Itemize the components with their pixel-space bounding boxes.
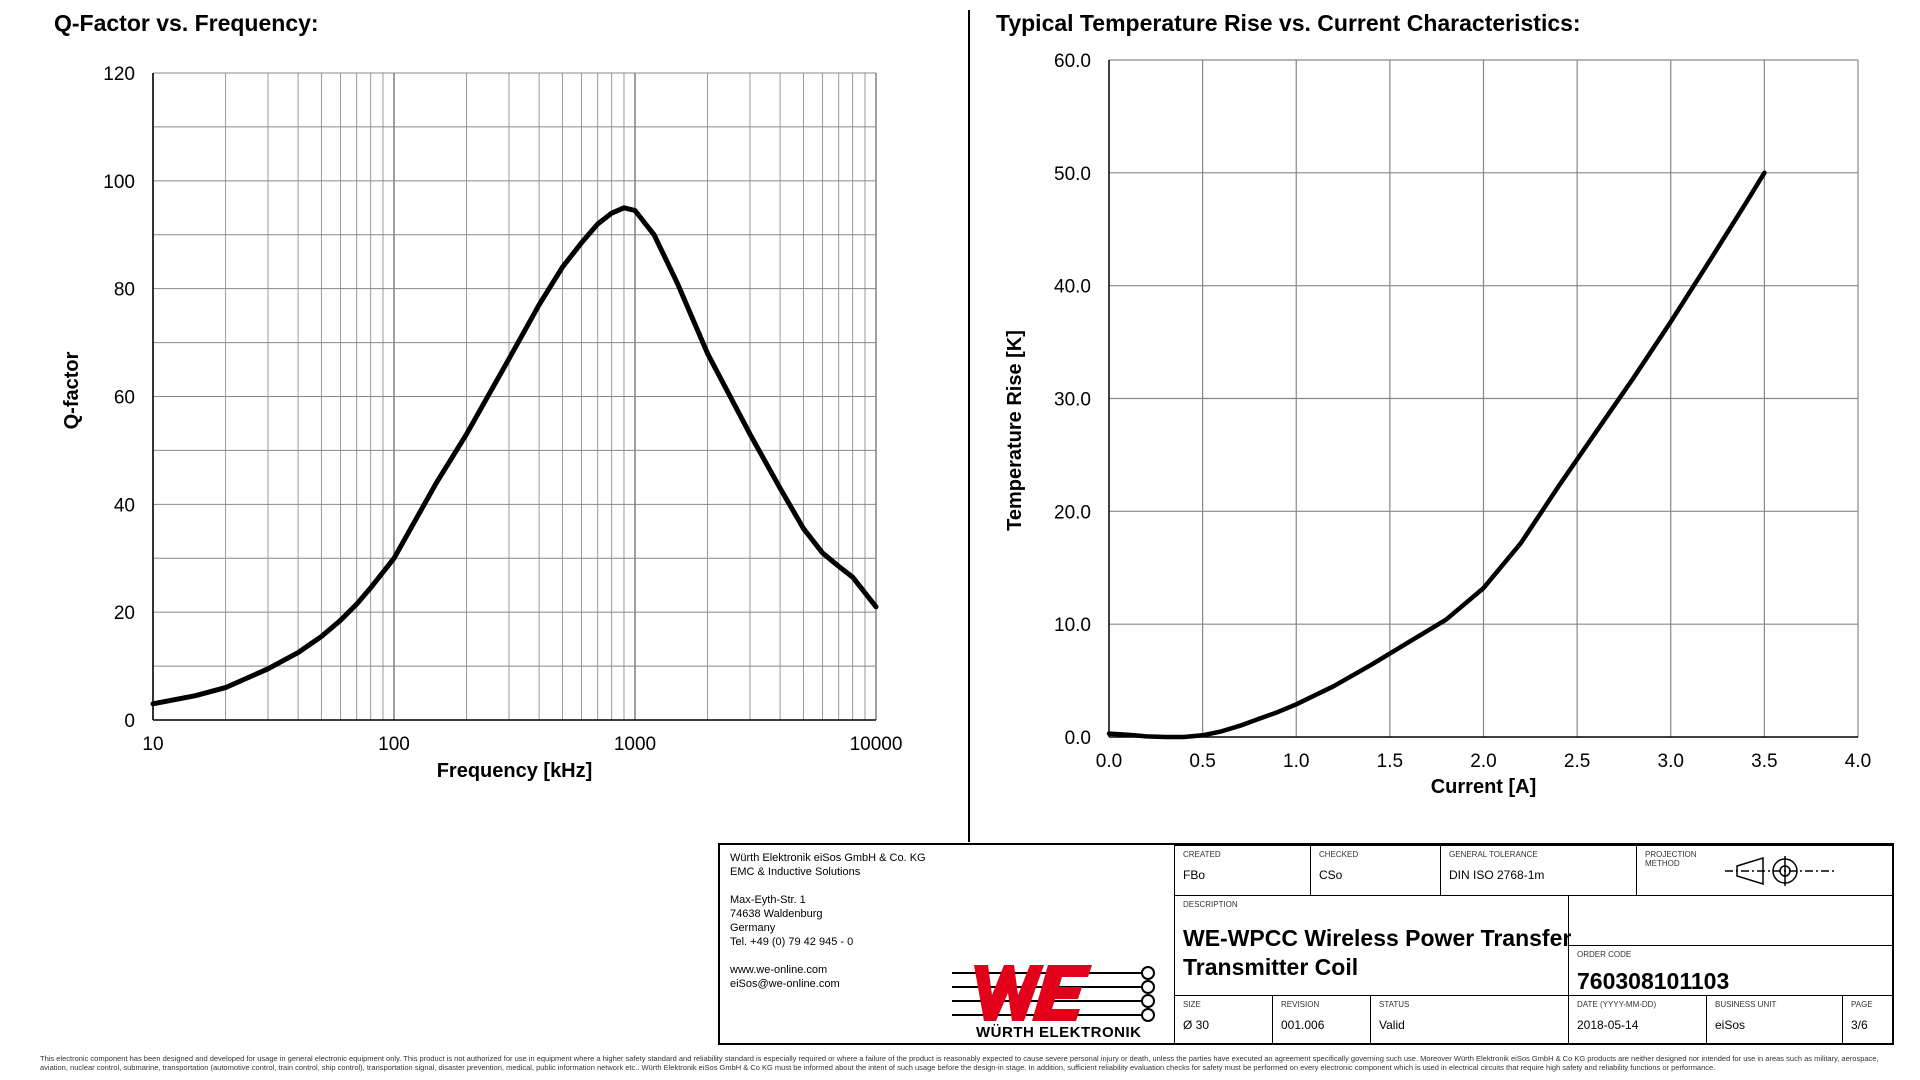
created-label: CREATED: [1183, 850, 1221, 859]
created-cell: CREATED FBo: [1174, 845, 1310, 895]
tolerance-label: GENERAL TOLERANCE: [1449, 850, 1538, 859]
description-value: WE-WPCC Wireless Power Transfer Transmit…: [1183, 925, 1572, 980]
x-tick-label: 0.5: [1189, 751, 1215, 772]
company-address-line: EMC & Inductive Solutions: [730, 866, 861, 878]
y-tick-label: 40.0: [1054, 277, 1091, 298]
projection-label: PROJECTION METHOD: [1645, 850, 1697, 868]
y-tick-label: 20.0: [1054, 502, 1091, 523]
status-cell: STATUS Valid: [1370, 995, 1568, 1043]
y-tick-label: 60.0: [1054, 51, 1091, 72]
x-tick-label: 10000: [850, 734, 903, 755]
title-block: Würth Elektronik eiSos GmbH & Co. KG EMC …: [718, 843, 1894, 1045]
q-factor-chart-title: Q-Factor vs. Frequency:: [54, 10, 319, 36]
y-tick-label: 30.0: [1054, 390, 1091, 411]
x-axis-label: Current [A]: [1431, 776, 1537, 798]
size-label: SIZE: [1183, 1000, 1201, 1009]
description-cell: DESCRIPTION WE-WPCC Wireless Power Trans…: [1174, 895, 1571, 1043]
chart-divider: [968, 10, 970, 842]
company-info-cell: Würth Elektronik eiSos GmbH & Co. KG EMC …: [720, 845, 1174, 1043]
we-logo-icon: [952, 965, 1155, 1022]
y-axis-label: Temperature Rise [K]: [1004, 330, 1026, 531]
projection-cell: PROJECTION METHOD: [1636, 845, 1892, 895]
status-label: STATUS: [1379, 1000, 1410, 1009]
date-label: DATE (YYYY-MM-DD): [1577, 1000, 1657, 1009]
company-address-line: www.we-online.com: [730, 964, 828, 976]
company-address-line: Tel. +49 (0) 79 42 945 - 0: [730, 936, 854, 948]
y-axis-label: Q-factor: [61, 351, 83, 429]
company-address-line: Würth Elektronik eiSos GmbH & Co. KG: [730, 852, 926, 864]
company-address-line: Germany: [730, 922, 776, 934]
tolerance-value: DIN ISO 2768-1m: [1449, 868, 1545, 882]
x-tick-label: 10: [142, 734, 163, 755]
order-code-label: ORDER CODE: [1577, 950, 1632, 959]
x-tick-label: 1000: [614, 734, 656, 755]
x-tick-label: 100: [378, 734, 410, 755]
y-tick-label: 50.0: [1054, 164, 1091, 185]
temperature-chart-title: Typical Temperature Rise vs. Current Cha…: [996, 10, 1581, 36]
x-tick-label: 0.0: [1096, 751, 1122, 772]
date-value: 2018-05-14: [1577, 1018, 1639, 1032]
y-tick-label: 120: [103, 64, 135, 85]
y-tick-label: 20: [114, 603, 135, 624]
checked-cell: CHECKED CSo: [1310, 845, 1440, 895]
tolerance-cell: GENERAL TOLERANCE DIN ISO 2768-1m: [1440, 845, 1636, 895]
size-value: Ø 30: [1183, 1018, 1210, 1032]
x-tick-label: 1.0: [1283, 751, 1309, 772]
x-axis-label: Frequency [kHz]: [437, 760, 593, 782]
company-address-line: [730, 879, 926, 893]
y-tick-label: 60: [114, 388, 135, 409]
page-label: PAGE: [1851, 1000, 1873, 1009]
x-tick-label: 4.0: [1845, 751, 1871, 772]
temperature-series-line: [1106, 170, 1767, 740]
y-tick-label: 10.0: [1054, 615, 1091, 636]
date-cell: DATE (YYYY-MM-DD) 2018-05-14: [1568, 995, 1706, 1043]
y-tick-label: 80: [114, 280, 135, 301]
size-cell: SIZE Ø 30: [1174, 995, 1272, 1043]
y-tick-label: 0.0: [1065, 728, 1091, 749]
company-address-line: eiSos@we-online.com: [730, 978, 840, 990]
checked-label: CHECKED: [1319, 850, 1359, 859]
company-logo: WÜRTH ELEKTRONIK: [952, 955, 1172, 1043]
q-factor-series-line: [150, 205, 879, 707]
x-tick-label: 3.0: [1658, 751, 1684, 772]
order-code-value: 760308101103: [1577, 968, 1730, 994]
company-address-line: Max-Eyth-Str. 1: [730, 894, 806, 906]
projection-symbol-icon: [1725, 856, 1835, 886]
x-tick-label: 1.5: [1377, 751, 1403, 772]
blank-cell: [1568, 895, 1892, 945]
y-tick-label: 100: [103, 172, 135, 193]
business-unit-value: eiSos: [1715, 1018, 1746, 1032]
company-address-line: 74638 Waldenburg: [730, 908, 823, 920]
description-label: DESCRIPTION: [1183, 900, 1238, 909]
revision-cell: REVISION 001.006: [1272, 995, 1370, 1043]
disclaimer-text: This electronic component has been desig…: [40, 1054, 1879, 1072]
x-tick-label: 3.5: [1751, 751, 1777, 772]
company-address: Würth Elektronik eiSos GmbH & Co. KG EMC …: [730, 851, 926, 991]
page-value: 3/6: [1851, 1018, 1868, 1032]
company-address-line: [730, 949, 926, 963]
revision-label: REVISION: [1281, 1000, 1320, 1009]
status-value: Valid: [1379, 1018, 1405, 1032]
business-unit-cell: BUSINESS UNIT eiSos: [1706, 995, 1842, 1043]
revision-value: 001.006: [1281, 1018, 1325, 1032]
y-tick-label: 0: [124, 711, 135, 732]
y-tick-label: 40: [114, 495, 135, 516]
x-tick-label: 2.5: [1564, 751, 1590, 772]
order-code-cell: ORDER CODE 760308101103: [1568, 945, 1892, 995]
business-unit-label: BUSINESS UNIT: [1715, 1000, 1777, 1009]
checked-value: CSo: [1319, 868, 1343, 882]
logo-text: WÜRTH ELEKTRONIK: [976, 1024, 1142, 1041]
created-value: FBo: [1183, 868, 1206, 882]
page-cell: PAGE 3/6: [1842, 995, 1892, 1043]
x-tick-label: 2.0: [1470, 751, 1496, 772]
